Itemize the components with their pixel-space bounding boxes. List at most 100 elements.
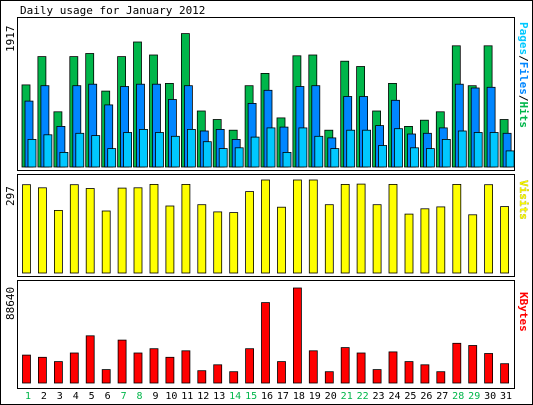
day-label: 13 — [213, 391, 225, 402]
visits-bar — [356, 183, 366, 274]
visits-bar — [229, 212, 239, 274]
visits-bar — [277, 206, 286, 274]
day-label: 15 — [245, 391, 257, 402]
day-label: 19 — [309, 391, 321, 402]
day-label: 28 — [452, 391, 464, 402]
day-label: 29 — [468, 391, 480, 402]
kbytes-bar — [229, 371, 239, 384]
legend-files: Files — [517, 62, 530, 95]
kbytes-bar — [117, 339, 127, 384]
kbytes-bar — [436, 371, 446, 384]
day-label: 18 — [293, 391, 305, 402]
kbytes-bar — [149, 348, 159, 384]
kbytes-bar — [388, 351, 398, 384]
day-label: 21 — [341, 391, 353, 402]
day-label: 7 — [121, 391, 127, 402]
pages-bar — [43, 134, 53, 168]
visits-bar — [372, 204, 382, 274]
day-label: 23 — [372, 391, 384, 402]
visits-bar — [38, 187, 47, 274]
visits-bar — [149, 183, 159, 274]
kbytes-bar — [452, 342, 462, 384]
pages-bar — [186, 128, 196, 168]
pages-bar — [139, 128, 148, 168]
visits-bar — [500, 206, 510, 274]
pages-bar — [505, 150, 515, 168]
panel3-ymax-label: 88640 — [4, 287, 17, 320]
visits-bar — [69, 184, 79, 274]
visits-bar — [308, 179, 318, 274]
pages-bar — [250, 136, 260, 168]
visits-bar — [117, 187, 127, 274]
day-label: 25 — [404, 391, 416, 402]
legend-sep-2: / — [517, 95, 530, 102]
kbytes-bar — [261, 302, 270, 384]
kbytes-bar — [101, 369, 111, 384]
day-label: 3 — [57, 391, 63, 402]
day-label: 1 — [25, 391, 31, 402]
pages-bar — [75, 132, 85, 168]
pages-bar — [218, 148, 228, 168]
kbytes-bar — [38, 356, 47, 384]
pages-bar — [234, 147, 244, 168]
day-labels: 1 2 3 4 5 6 7 8 9 10 11 12 13 14 15 16 17 18 19 20 21 22 23 24 2… — [25, 391, 512, 402]
day-label: 24 — [388, 391, 400, 402]
kbytes-bar — [500, 363, 510, 384]
pages-bar — [425, 148, 435, 168]
day-label: 20 — [325, 391, 337, 402]
day-label: 6 — [105, 391, 111, 402]
pages-bar — [298, 127, 308, 168]
panel1-ymax-label: 1917 — [4, 26, 17, 53]
pages-bar — [282, 151, 292, 168]
visits-bar — [484, 184, 494, 274]
day-label: 14 — [229, 391, 241, 402]
kbytes-bar — [372, 369, 382, 384]
legend-visits: Visits — [517, 180, 530, 220]
kbytes-bar — [340, 347, 350, 384]
visits-bar — [133, 187, 143, 274]
pages-bar — [346, 129, 356, 168]
day-label: 11 — [181, 391, 193, 402]
day-label: 31 — [500, 391, 512, 402]
kbytes-bar — [197, 370, 207, 384]
day-label: 16 — [261, 391, 273, 402]
kbytes-bar — [85, 335, 95, 384]
day-label: 22 — [357, 391, 369, 402]
day-label: 9 — [152, 391, 158, 402]
visits-bar — [436, 206, 446, 274]
visits-bar — [22, 184, 31, 274]
kbytes-bar — [54, 361, 63, 384]
kbytes-bars — [22, 287, 510, 384]
hits-files-pages-bars — [21, 33, 515, 168]
day-label: 17 — [277, 391, 289, 402]
kbytes-bar — [468, 345, 478, 384]
pages-bar — [394, 128, 403, 168]
pages-bar — [123, 132, 132, 168]
legend-kbytes: KBytes — [517, 292, 530, 332]
visits-bar — [324, 204, 334, 274]
visits-bar — [468, 214, 478, 274]
pages-bar — [155, 132, 164, 168]
pages-bar — [410, 147, 419, 168]
kbytes-bar — [277, 361, 286, 384]
pages-bar — [457, 130, 467, 168]
kbytes-bar — [356, 352, 366, 384]
kbytes-bar — [133, 352, 143, 384]
pages-bar — [107, 148, 117, 168]
pages-bar — [59, 151, 69, 168]
day-label: 2 — [41, 391, 47, 402]
day-label: 12 — [197, 391, 209, 402]
legend-sep-1: / — [517, 55, 530, 62]
kbytes-bar — [420, 364, 430, 384]
visits-bar — [452, 183, 462, 274]
legend-pages: Pages — [517, 22, 530, 55]
day-label: 10 — [165, 391, 177, 402]
visits-bar — [85, 188, 95, 274]
kbytes-bar — [484, 353, 494, 384]
visits-bar — [340, 183, 350, 274]
visits-bar — [245, 191, 255, 274]
pages-bar — [473, 132, 483, 168]
kbytes-bar — [213, 364, 223, 384]
